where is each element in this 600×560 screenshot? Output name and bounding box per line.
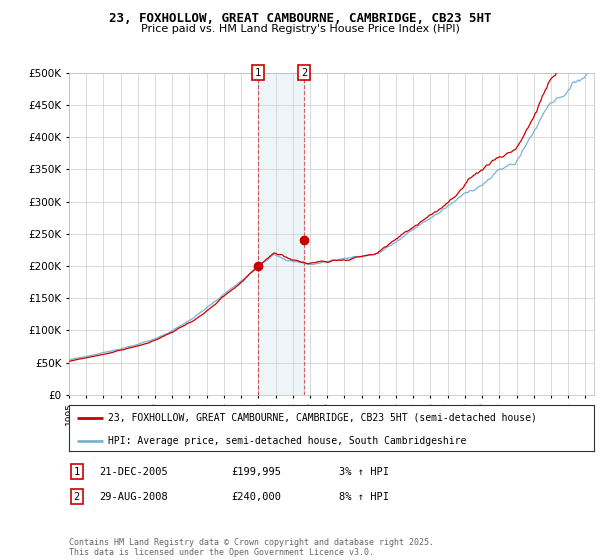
Text: 1: 1 (255, 68, 261, 78)
Text: 29-AUG-2008: 29-AUG-2008 (99, 492, 168, 502)
Bar (258, 73, 304, 395)
Text: 23, FOXHOLLOW, GREAT CAMBOURNE, CAMBRIDGE, CB23 5HT: 23, FOXHOLLOW, GREAT CAMBOURNE, CAMBRIDG… (109, 12, 491, 25)
Text: 3% ↑ HPI: 3% ↑ HPI (339, 466, 389, 477)
Text: 23, FOXHOLLOW, GREAT CAMBOURNE, CAMBRIDGE, CB23 5HT (semi-detached house): 23, FOXHOLLOW, GREAT CAMBOURNE, CAMBRIDG… (109, 413, 537, 423)
Text: 1: 1 (74, 466, 80, 477)
Text: 21-DEC-2005: 21-DEC-2005 (99, 466, 168, 477)
Text: £240,000: £240,000 (231, 492, 281, 502)
Text: 2: 2 (301, 68, 307, 78)
Text: £199,995: £199,995 (231, 466, 281, 477)
Text: HPI: Average price, semi-detached house, South Cambridgeshire: HPI: Average price, semi-detached house,… (109, 436, 467, 446)
Text: Contains HM Land Registry data © Crown copyright and database right 2025.
This d: Contains HM Land Registry data © Crown c… (69, 538, 434, 557)
Text: 8% ↑ HPI: 8% ↑ HPI (339, 492, 389, 502)
Text: Price paid vs. HM Land Registry's House Price Index (HPI): Price paid vs. HM Land Registry's House … (140, 24, 460, 34)
Text: 2: 2 (74, 492, 80, 502)
